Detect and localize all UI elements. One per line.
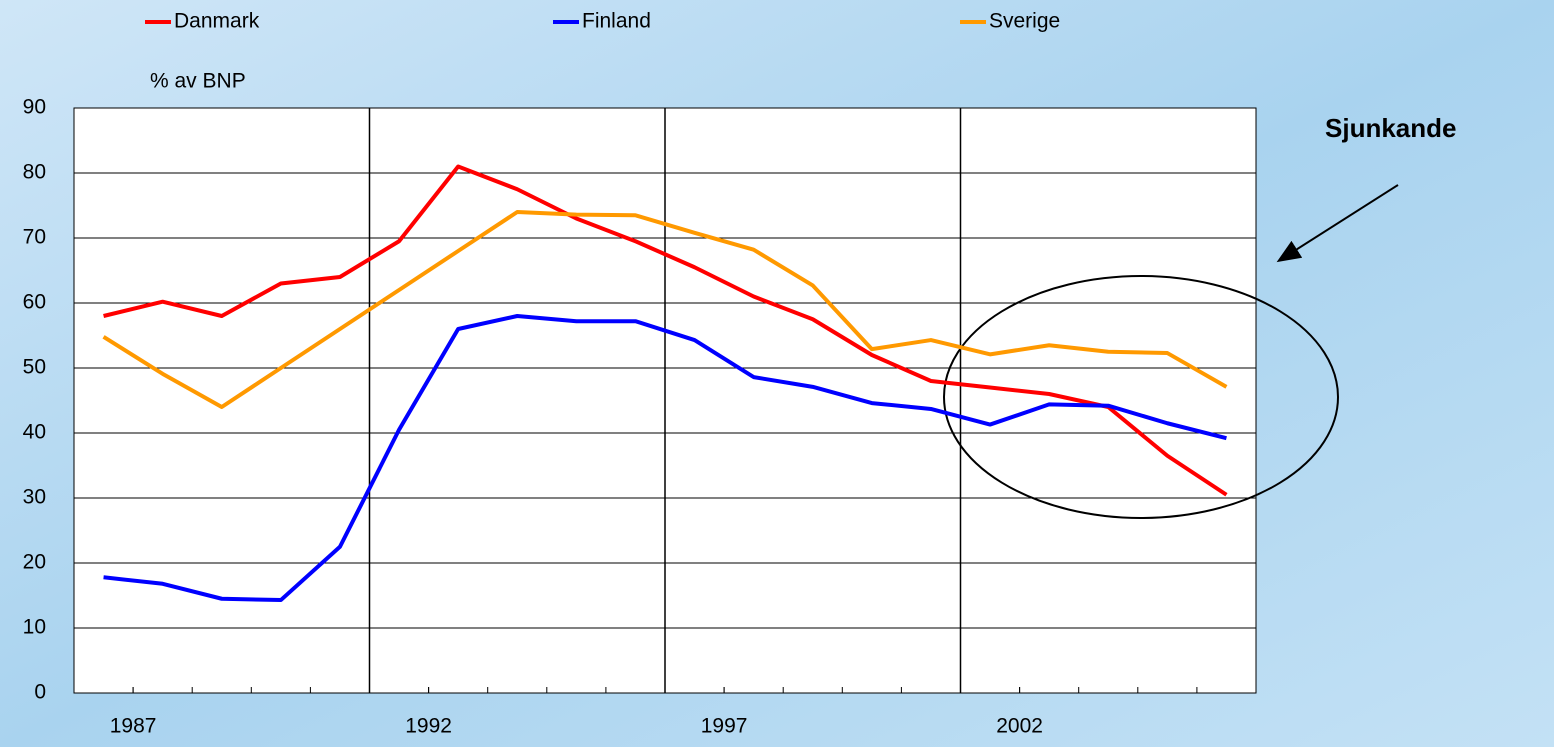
y-tick-label: 50 xyxy=(23,356,46,379)
highlight-ellipse xyxy=(943,275,1339,519)
y-axis-label: % av BNP xyxy=(150,70,246,93)
y-tick-label: 90 xyxy=(23,96,46,119)
annotation: Sjunkande xyxy=(1325,113,1456,143)
legend-label: Danmark xyxy=(174,10,260,33)
y-tick-label: 30 xyxy=(23,486,46,509)
series-line xyxy=(102,210,1228,409)
legend-label: Finland xyxy=(582,10,651,33)
series-line xyxy=(103,164,1228,497)
y-tick-label: 10 xyxy=(23,616,46,639)
y-tick-label: 60 xyxy=(23,291,46,314)
x-tick-label: 1997 xyxy=(701,715,748,738)
y-tick-label: 40 xyxy=(23,421,46,444)
y-tick-label: 80 xyxy=(23,161,46,184)
x-tick-label: 1987 xyxy=(110,715,157,738)
x-tick-label: 1992 xyxy=(405,715,452,738)
y-tick-label: 20 xyxy=(23,551,46,574)
y-tick-label: 70 xyxy=(23,226,46,249)
x-tick-label: 2002 xyxy=(996,715,1043,738)
legend-label: Sverige xyxy=(989,10,1060,33)
y-tick-label: 0 xyxy=(34,681,46,704)
annotation-arrow xyxy=(1276,184,1399,263)
series-line xyxy=(103,314,1227,603)
